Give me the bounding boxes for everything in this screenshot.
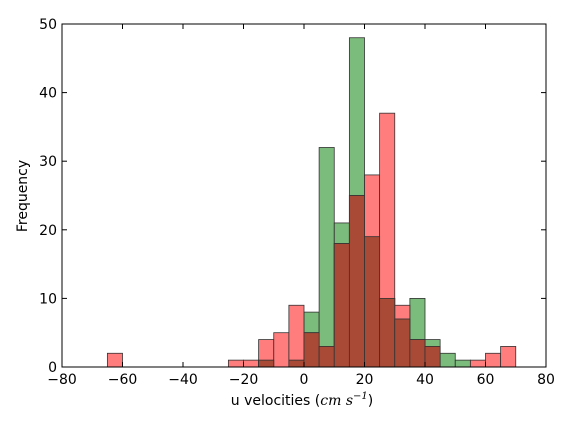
y-tick-label: 50	[39, 17, 57, 33]
overlap-bar	[364, 236, 381, 368]
axis-tick-labels: −80 −60 −40 −20 0 20 40 60 80 0 10 20 30 40 50	[39, 17, 555, 388]
overlap-bar	[318, 346, 335, 368]
x-tick-label: 40	[416, 372, 434, 388]
red-bar	[227, 359, 244, 368]
overlap-bar	[379, 297, 396, 368]
overlap-bar	[424, 346, 441, 368]
x-tick-label: 20	[356, 372, 374, 388]
axis-ticks	[61, 23, 547, 368]
x-axis-label-exponent: −1	[353, 391, 368, 402]
y-tick-label: 30	[39, 154, 57, 170]
y-tick-label: 10	[39, 291, 57, 307]
red-bar	[273, 332, 290, 368]
x-tick-label: −80	[47, 372, 77, 388]
overlap-bar	[348, 195, 365, 368]
x-axis-label: u velocities (cm s−1)	[231, 391, 373, 409]
red-bar	[243, 359, 260, 368]
x-axis-label-text: u velocities	[231, 393, 311, 409]
y-axis-label: Frequency	[15, 160, 31, 232]
green-bar	[439, 352, 456, 368]
red-bar	[500, 346, 517, 368]
x-tick-label: 60	[477, 372, 495, 388]
y-tick-label: 40	[39, 86, 57, 102]
red-bar	[485, 352, 502, 368]
x-tick-label: −20	[229, 372, 259, 388]
x-tick-label: 80	[537, 372, 555, 388]
red-bar	[469, 359, 486, 368]
y-tick-label: 0	[48, 360, 57, 376]
x-tick-label: −60	[108, 372, 138, 388]
overlap-bar	[258, 359, 275, 368]
red-bar	[106, 352, 123, 368]
overlap-bar	[303, 332, 320, 368]
x-tick-label: −40	[168, 372, 198, 388]
x-axis-label-unit: cm s	[320, 393, 353, 409]
overlap-bar	[333, 243, 350, 368]
red-bar	[288, 304, 305, 368]
y-tick-label: 20	[39, 223, 57, 239]
green-bar	[454, 359, 471, 368]
overlap-bar	[394, 318, 411, 368]
x-tick-label: 0	[300, 372, 309, 388]
green-bar	[318, 147, 335, 368]
overlap-bar	[409, 339, 426, 368]
overlap-bar	[288, 359, 305, 368]
